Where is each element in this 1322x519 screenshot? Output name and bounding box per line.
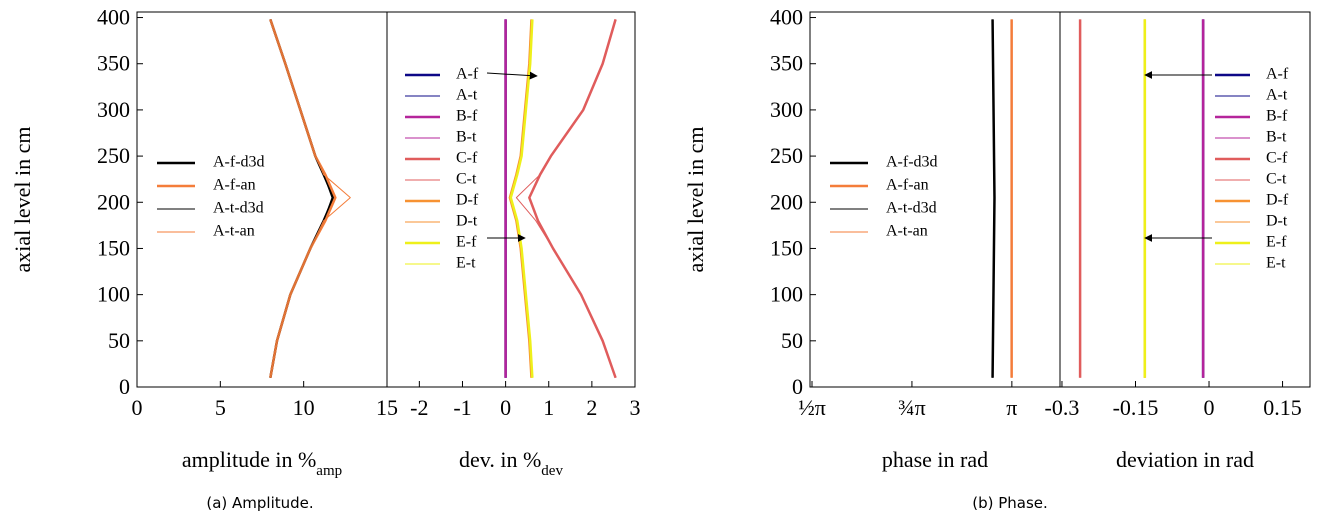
data-line — [269, 18, 335, 378]
x-axis-label-text: dev. in % — [459, 447, 541, 472]
legend-label: E-t — [1266, 255, 1286, 272]
legend-label: A-f — [456, 66, 479, 83]
y-tick-label: 50 — [108, 328, 130, 353]
x-tick-label: 0.15 — [1263, 395, 1302, 420]
legend-label: B-t — [1266, 129, 1287, 146]
legend-label: D-f — [1266, 192, 1289, 209]
legend-label: A-f-d3d — [213, 154, 265, 171]
y-tick-label: 250 — [770, 143, 803, 168]
caption: (b) Phase. — [972, 494, 1048, 512]
x-tick-label: -1 — [453, 395, 471, 420]
x-axis-label-text: amplitude in % — [182, 447, 316, 472]
legend-label: A-t-d3d — [886, 200, 937, 217]
data-line — [269, 19, 351, 378]
y-tick-label: 350 — [770, 51, 803, 76]
legend-label: A-t — [1266, 87, 1288, 104]
x-axis-label-text: phase in rad — [882, 447, 988, 472]
x-axis-label: dev. in %dev — [459, 447, 563, 479]
x-tick-label: -2 — [410, 395, 428, 420]
y-tick-label: 150 — [97, 235, 130, 260]
y-tick-label: 100 — [97, 282, 130, 307]
y-tick-label: 400 — [770, 5, 803, 30]
data-line — [510, 19, 533, 378]
x-tick-label: ¾π — [898, 395, 926, 420]
legend-label: C-f — [456, 150, 478, 167]
y-tick-label: 350 — [97, 51, 130, 76]
annotations — [486, 71, 1212, 242]
x-tick-label: 5 — [215, 395, 226, 420]
legend-label: A-f — [1266, 66, 1289, 83]
x-tick-label: -0.3 — [1045, 395, 1080, 420]
y-tick-label: 150 — [770, 235, 803, 260]
legend-label: C-t — [1266, 171, 1287, 188]
x-tick-label: 3 — [630, 395, 641, 420]
data-line — [528, 19, 617, 379]
legend-label: C-t — [456, 171, 477, 188]
x-tick-label: 10 — [293, 395, 315, 420]
x-tick-label: 1 — [543, 395, 554, 420]
legend-label: B-f — [1266, 108, 1288, 125]
legend-label: E-f — [456, 234, 477, 251]
legend-label: A-f-d3d — [886, 154, 938, 171]
legend-label: A-f-an — [213, 177, 256, 194]
data-line — [269, 18, 337, 378]
x-tick-label: 2 — [586, 395, 597, 420]
plot-frame — [386, 11, 636, 388]
y-tick-label: 200 — [770, 189, 803, 214]
x-tick-label: 0 — [1204, 395, 1215, 420]
y-tick-label: 200 — [97, 189, 130, 214]
legend-label: D-f — [456, 192, 479, 209]
data-line — [269, 19, 333, 378]
x-axis-label: amplitude in %amp — [182, 447, 342, 479]
y-axis-label: axial level in cm — [683, 127, 708, 273]
y-tick-label: 100 — [770, 282, 803, 307]
legend-label: A-t — [456, 87, 478, 104]
x-tick-label: -0.15 — [1113, 395, 1159, 420]
y-tick-label: 50 — [781, 328, 803, 353]
x-axis-label: phase in rad — [882, 447, 988, 472]
y-tick-label: 400 — [97, 5, 130, 30]
legend-label: E-f — [1266, 234, 1287, 251]
legend-label: C-f — [1266, 150, 1288, 167]
x-tick-label: π — [1006, 395, 1017, 420]
legend-label: D-t — [456, 213, 478, 230]
legend-label: B-t — [456, 129, 477, 146]
legend-label: B-f — [456, 108, 478, 125]
legend-label: D-t — [1266, 213, 1288, 230]
y-tick-label: 0 — [792, 374, 803, 399]
y-tick-label: 300 — [770, 97, 803, 122]
x-tick-label: 0 — [500, 395, 511, 420]
legend-label: A-t-d3d — [213, 200, 264, 217]
x-tick-label: ½π — [798, 395, 826, 420]
x-axis-label-text: deviation in rad — [1116, 447, 1254, 472]
x-axis-label-sub: amp — [316, 463, 342, 479]
y-tick-label: 0 — [119, 374, 130, 399]
x-tick-label: 15 — [376, 395, 398, 420]
caption: (a) Amplitude. — [206, 494, 313, 512]
data-line — [992, 19, 995, 378]
x-axis-label-sub: dev — [541, 463, 563, 479]
plot-frame — [1059, 11, 1311, 388]
legend-label: E-t — [456, 255, 476, 272]
legend-label: A-f-an — [886, 177, 929, 194]
x-axis-label: deviation in rad — [1116, 447, 1254, 472]
data-line — [515, 19, 617, 378]
arrow — [486, 71, 538, 80]
x-tick-label: 0 — [132, 395, 143, 420]
y-tick-label: 250 — [97, 143, 130, 168]
y-axis-label: axial level in cm — [10, 127, 35, 273]
y-tick-label: 300 — [97, 97, 130, 122]
legend-label: A-t-an — [213, 223, 255, 240]
legend-label: A-t-an — [886, 223, 928, 240]
